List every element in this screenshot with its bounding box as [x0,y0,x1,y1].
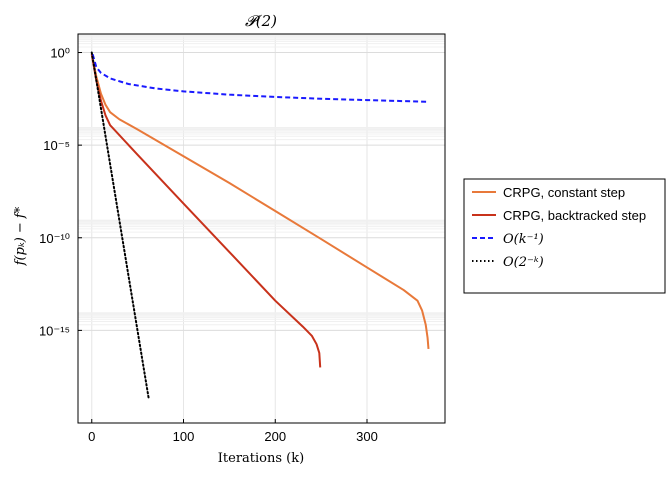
x-tick-label: 100 [173,429,195,444]
legend-label: O(2⁻ᵏ) [503,255,544,270]
series-line-2 [90,54,322,368]
legend-box [463,178,666,294]
plot-frame [77,33,446,424]
x-tick-label: 0 [88,429,95,444]
x-tick-label: 200 [264,429,286,444]
y-tick-label: 10⁻⁵ [43,138,70,153]
x-axis-label: Iterations (k) [218,451,304,466]
grid [78,34,445,423]
series-line-1 [90,54,430,349]
y-axis-label: f(pₖ) − f* [13,206,28,266]
legend-label: CRPG, constant step [503,185,625,200]
legend-label: CRPG, backtracked step [503,208,646,223]
y-tick-label: 10⁻¹⁰ [39,231,70,246]
y-tick-label: 10⁰ [50,46,70,61]
x-tick-label: 300 [356,429,378,444]
series-line-4 [90,51,150,400]
legend: CRPG, constant step CRPG, backtracked ste… [463,178,666,294]
legend-label: O(k⁻¹) [503,232,544,247]
series-layer [90,51,430,400]
axis-ticks: 0 100 200 300 10⁰ 10⁻⁵ 10⁻¹⁰ 10⁻¹⁵ [39,46,378,444]
series-line-3 [91,54,427,103]
y-tick-label: 10⁻¹⁵ [39,323,70,338]
chart-title: 𝓟(2) [245,12,277,30]
